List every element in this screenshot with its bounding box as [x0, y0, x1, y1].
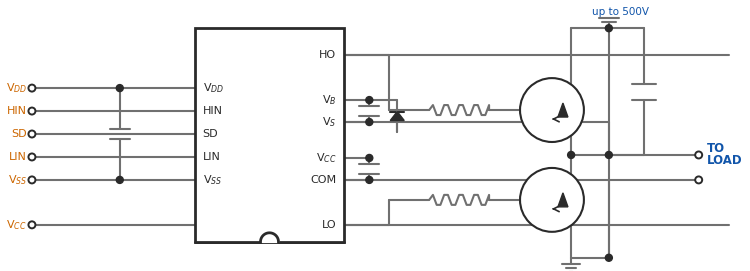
Text: COM: COM [310, 175, 336, 185]
Text: LIN: LIN [9, 152, 27, 162]
Polygon shape [558, 103, 568, 117]
Text: V$_B$: V$_B$ [322, 93, 336, 107]
Circle shape [366, 96, 373, 104]
Text: HO: HO [320, 50, 336, 60]
Text: SD: SD [11, 129, 27, 139]
Circle shape [695, 176, 702, 183]
Circle shape [28, 131, 35, 137]
Circle shape [366, 176, 373, 183]
Circle shape [28, 108, 35, 115]
Circle shape [366, 154, 373, 162]
Text: V$_{SS}$: V$_{SS}$ [202, 173, 222, 187]
Text: SD: SD [202, 129, 218, 139]
Text: V$_{CC}$: V$_{CC}$ [316, 151, 336, 165]
Circle shape [28, 85, 35, 92]
Circle shape [605, 254, 612, 261]
Circle shape [520, 78, 584, 142]
Circle shape [695, 151, 702, 159]
Circle shape [568, 151, 574, 159]
Text: LOAD: LOAD [706, 154, 742, 167]
Text: V$_{DD}$: V$_{DD}$ [6, 81, 27, 95]
Circle shape [116, 85, 123, 92]
Text: LIN: LIN [202, 152, 220, 162]
Circle shape [28, 221, 35, 228]
Text: V$_S$: V$_S$ [322, 115, 336, 129]
Text: V$_{DD}$: V$_{DD}$ [202, 81, 224, 95]
Circle shape [605, 151, 612, 159]
Text: V$_{CC}$: V$_{CC}$ [7, 218, 27, 232]
Text: HIN: HIN [202, 106, 223, 116]
Text: up to 500V: up to 500V [592, 7, 650, 17]
Circle shape [605, 25, 612, 32]
Text: HIN: HIN [7, 106, 27, 116]
Text: V$_{SS}$: V$_{SS}$ [8, 173, 27, 187]
Circle shape [520, 168, 584, 232]
Circle shape [28, 176, 35, 183]
Bar [195, 28, 344, 242]
Text: TO: TO [706, 143, 724, 156]
Circle shape [366, 118, 373, 125]
Polygon shape [390, 112, 404, 121]
Circle shape [116, 176, 123, 183]
Circle shape [28, 153, 35, 160]
Text: LO: LO [322, 220, 336, 230]
Polygon shape [558, 193, 568, 207]
